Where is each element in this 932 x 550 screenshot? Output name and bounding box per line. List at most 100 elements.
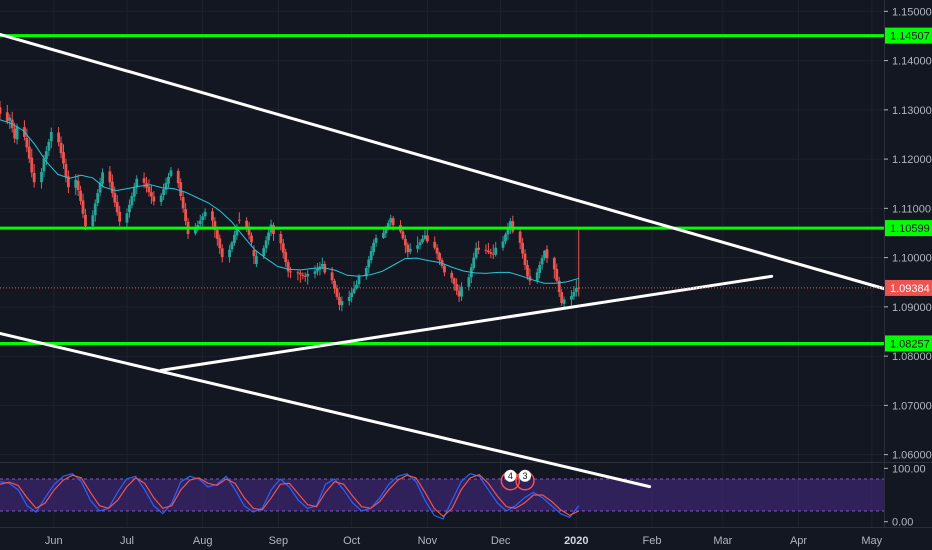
candle (506, 222, 510, 240)
candle-body (169, 170, 173, 176)
horizontal-levels[interactable]: 1.14507 1.10599 1.08257 (0, 27, 932, 352)
candle (49, 127, 53, 149)
candle-body (79, 190, 82, 201)
candle (30, 148, 34, 178)
moving-average (0, 119, 579, 284)
candle-body (233, 234, 236, 243)
candle-body (25, 137, 29, 148)
candle (27, 139, 31, 164)
candle-body (15, 126, 19, 140)
candle-body (84, 214, 87, 227)
candle-body (81, 200, 85, 214)
trendline[interactable] (0, 32, 886, 291)
candle-body (30, 157, 34, 173)
candle-body (42, 158, 46, 172)
candle (416, 236, 419, 253)
candle (523, 249, 527, 270)
candle-body (235, 227, 239, 236)
candle-body (501, 241, 505, 248)
candle (374, 234, 378, 247)
price-tick-label: 1.06000 (892, 450, 932, 462)
candle-body (215, 230, 219, 239)
candle-body (101, 172, 104, 184)
candle-body (423, 235, 427, 239)
candle-body (486, 250, 490, 253)
candle-body (252, 250, 256, 257)
stochastic-k-line (0, 473, 580, 520)
candle (552, 256, 556, 279)
trendline[interactable] (0, 331, 652, 489)
candle-body (286, 262, 290, 272)
candle-body (526, 264, 529, 277)
candle-body (401, 231, 405, 239)
candle (491, 244, 495, 260)
candle-body (193, 229, 197, 234)
time-tick-label: Aug (193, 535, 213, 547)
candle (477, 240, 481, 255)
candle (518, 228, 522, 250)
candle-body (506, 227, 510, 235)
candle (184, 202, 187, 226)
oscillator-band-fill (0, 479, 884, 511)
candle-body (250, 235, 253, 243)
time-tick-label: Jun (45, 535, 63, 547)
candle-body (574, 288, 578, 293)
price-tick-label: 1.11000 (892, 203, 931, 215)
candle (169, 166, 173, 178)
candle (484, 244, 488, 255)
candle-body (333, 280, 336, 289)
candle (198, 214, 202, 228)
candle-body (521, 242, 524, 254)
candle-body (230, 242, 234, 250)
candle-body (179, 182, 183, 197)
candle-body (57, 132, 61, 143)
candle-body (150, 192, 153, 197)
oscillator-tick-label: 0.00 (892, 517, 913, 529)
candle (47, 138, 51, 157)
candle (333, 278, 336, 294)
trendline[interactable] (159, 274, 774, 372)
event-badge[interactable] (504, 469, 517, 482)
candle-body (152, 196, 156, 202)
trendlines[interactable] (0, 32, 886, 489)
candle-body (49, 132, 53, 142)
candle-body (245, 220, 249, 228)
candle-body (438, 253, 441, 261)
candle (128, 199, 131, 218)
candle (108, 165, 112, 188)
price-tick-label: 1.07000 (892, 400, 932, 412)
time-tick-label: Dec (491, 535, 511, 547)
candle (316, 263, 319, 276)
event-badge-label: 3 (523, 471, 528, 481)
candle-body (255, 256, 258, 264)
candle-body (425, 235, 429, 242)
candle-body (181, 197, 185, 209)
price-tick-label: 1.08000 (892, 351, 932, 363)
candle-body (44, 151, 48, 160)
candle-body (267, 232, 271, 241)
candle-body (98, 182, 102, 193)
candle (486, 242, 490, 255)
candle (450, 270, 454, 283)
candle-body (443, 265, 446, 273)
candle-body (357, 276, 361, 285)
candle (298, 270, 302, 283)
candle-body (184, 208, 187, 222)
candle-body (562, 299, 566, 304)
candle (74, 174, 78, 196)
candle (369, 246, 373, 264)
candle (215, 226, 219, 246)
price-tick-label: 1.15000 (892, 6, 932, 18)
event-badge[interactable] (519, 469, 532, 482)
candle-body (335, 288, 339, 297)
candle (372, 239, 376, 256)
candle (555, 263, 559, 283)
candle (250, 232, 253, 247)
candle-body (159, 195, 163, 202)
candle (423, 230, 427, 241)
candle-body (316, 268, 319, 272)
candle-body (577, 287, 581, 289)
candle-body (555, 268, 559, 281)
